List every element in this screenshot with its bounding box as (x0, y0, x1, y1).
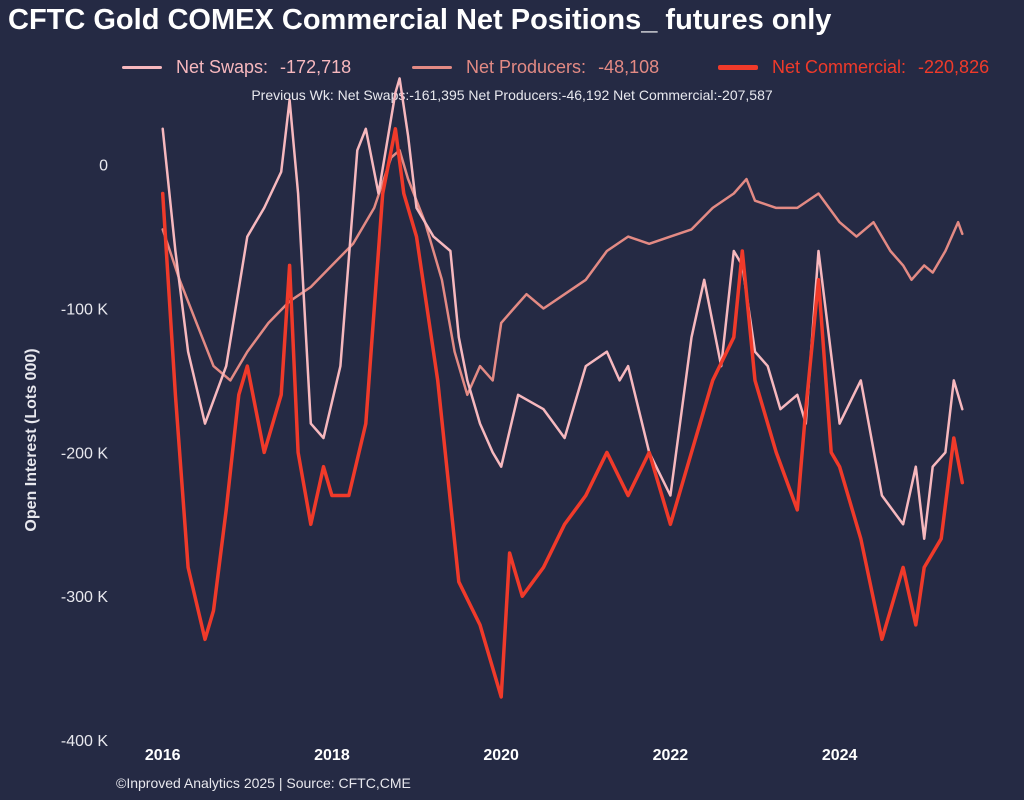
x-axis: 2016 2018 2020 2022 2024 (145, 747, 858, 764)
y-axis: 0 -100 K -200 K -300 K -400 K (61, 158, 108, 750)
y-tick-label: 0 (99, 158, 108, 175)
legend-value-net-commercial: -220,826 (918, 56, 990, 77)
series-line-net-commercial (160, 127, 965, 699)
x-tick-label: 2018 (314, 747, 350, 764)
chart-title: CFTC Gold COMEX Commercial Net Positions… (8, 4, 832, 36)
legend-swatch-net-swaps (122, 65, 162, 69)
y-axis-label: Open Interest (Lots 000) (23, 348, 40, 531)
legend-value-net-producers: -48,108 (598, 56, 660, 77)
y-tick-label: -200 K (61, 445, 108, 462)
legend-label-net-producers: Net Producers: (466, 56, 587, 77)
x-tick-label: 2024 (822, 747, 858, 764)
legend-swatch-net-commercial (718, 64, 758, 70)
legend-swatch-net-producers (412, 65, 452, 69)
legend-label-net-swaps: Net Swaps: (176, 56, 269, 77)
series-line-net-producers (161, 149, 964, 397)
legend-item-net-swaps[interactable]: Net Swaps: -172,718 (122, 54, 351, 80)
x-tick-label: 2022 (653, 747, 689, 764)
x-tick-label: 2016 (145, 747, 181, 764)
footer-source: ©Inproved Analytics 2025 | Source: CFTC,… (116, 775, 411, 791)
x-tick-label: 2020 (483, 747, 519, 764)
legend-item-net-producers[interactable]: Net Producers: -48,108 (412, 54, 659, 80)
previous-week-summary: Previous Wk: Net Swaps:-161,395 Net Prod… (251, 87, 773, 103)
legend-item-net-commercial[interactable]: Net Commercial: -220,826 (718, 54, 989, 80)
legend-label-net-commercial: Net Commercial: (772, 56, 907, 77)
series-lines (160, 77, 965, 699)
legend-value-net-swaps: -172,718 (280, 56, 352, 77)
y-tick-label: -400 K (61, 733, 108, 750)
y-tick-label: -300 K (61, 589, 108, 606)
series-line-net-swaps (161, 77, 964, 540)
legend: Net Swaps: -172,718 Net Producers: -48,1… (0, 54, 1024, 80)
y-tick-label: -100 K (61, 302, 108, 319)
